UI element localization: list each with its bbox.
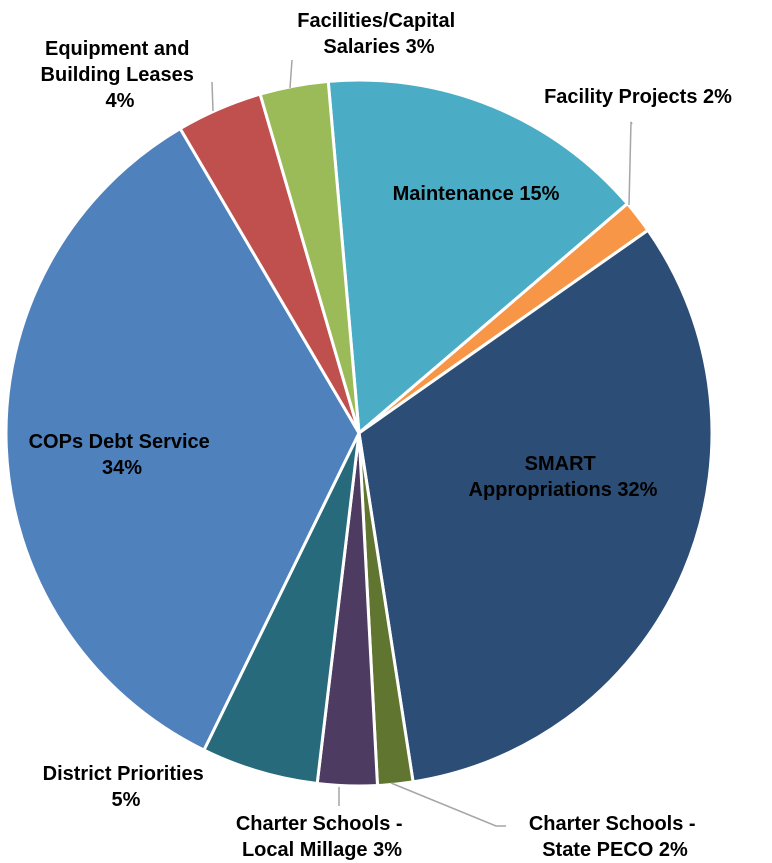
leader-charter-peco xyxy=(390,782,506,827)
label-smart-line-2: Appropriations 32% xyxy=(469,479,658,501)
label-maintenance: Maintenance 15% xyxy=(393,183,560,205)
label-district-priorities: District Priorities 5% xyxy=(43,763,210,811)
label-charter-millage-line-2: Local Millage 3% xyxy=(242,839,402,861)
label-facility-projects: Facility Projects 2% xyxy=(544,86,732,108)
label-equipment-line-2: Building Leases xyxy=(41,64,194,86)
slice-facilities-capital-salaries-3 xyxy=(258,79,361,435)
leader-facility-projects xyxy=(628,121,633,206)
slice-maintenance-15 xyxy=(326,78,629,435)
label-charter-peco-line-1: Charter Schools - xyxy=(529,813,696,835)
leader-equipment xyxy=(211,81,214,112)
pie-slices xyxy=(4,78,714,788)
label-facilities-salaries: Facilities/Capital Salaries 3% xyxy=(297,10,460,58)
label-cops-line-2: 34% xyxy=(102,457,142,479)
label-cops-line-1: COPs Debt Service xyxy=(29,431,210,453)
label-charter-millage: Charter Schools - Local Millage 3% xyxy=(236,813,408,861)
leader-lines xyxy=(211,59,633,827)
label-district-line-2: 5% xyxy=(112,789,141,811)
label-district-line-1: District Priorities xyxy=(43,763,204,785)
label-equipment-line-1: Equipment and xyxy=(45,38,189,60)
label-charter-peco: Charter Schools - State PECO 2% xyxy=(529,813,701,861)
slice-smart-appropriations-32 xyxy=(357,228,714,784)
leader-facilities-salaries xyxy=(289,59,293,89)
label-facility-projects-line-1: Facility Projects 2% xyxy=(544,86,732,108)
label-cops-debt-service: COPs Debt Service 34% xyxy=(29,431,216,479)
label-equipment-line-3: 4% xyxy=(106,90,135,112)
label-smart-line-1: SMART xyxy=(525,453,596,475)
label-charter-peco-line-2: State PECO 2% xyxy=(542,839,688,861)
label-facilities-salaries-line-1: Facilities/Capital xyxy=(297,10,455,32)
label-charter-millage-line-1: Charter Schools - xyxy=(236,813,403,835)
label-maintenance-line-1: Maintenance 15% xyxy=(393,183,560,205)
label-equipment-leases: Equipment and Building Leases 4% xyxy=(41,38,200,112)
label-facilities-salaries-line-2: Salaries 3% xyxy=(323,36,434,58)
label-smart: SMART Appropriations 32% xyxy=(469,453,658,501)
